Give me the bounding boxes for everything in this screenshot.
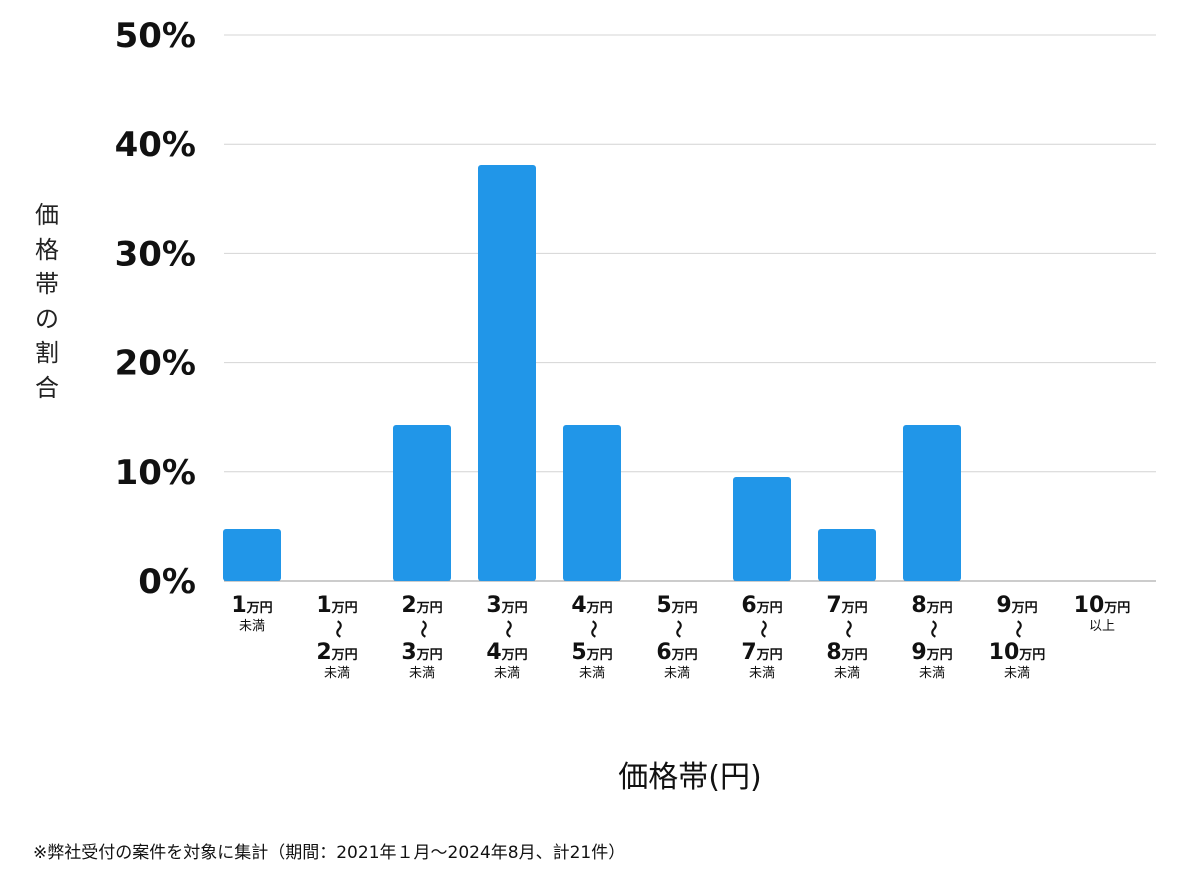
x-tick-label: 2万円〜 3万円 未満 xyxy=(382,592,462,681)
qualifier: 未満 xyxy=(408,666,435,681)
footnote: ※弊社受付の案件を対象に集計（期間：2021年１月〜2024年8月、計21件） xyxy=(33,843,626,863)
amount: 10万円 xyxy=(1073,593,1131,618)
qualifier: 未満 xyxy=(663,666,690,681)
x-tick-label: 7万円〜 8万円 未満 xyxy=(807,592,887,681)
qualifier: 未満 xyxy=(918,666,945,681)
y-tick-label: 10% xyxy=(115,453,196,493)
qualifier: 以上 xyxy=(1088,619,1115,634)
y-tick-label: 0% xyxy=(138,562,196,602)
qualifier: 未満 xyxy=(323,666,350,681)
x-tick-label: 1万円 未満 xyxy=(212,592,292,634)
range-tilde: 〜 xyxy=(922,620,943,638)
qualifier: 未満 xyxy=(578,666,605,681)
amount: 7万円 xyxy=(741,640,783,665)
range-tilde: 〜 xyxy=(412,620,433,638)
amount: 3万円 xyxy=(401,640,443,665)
amount: 5万円 xyxy=(656,593,698,618)
amount: 8万円 xyxy=(911,593,953,618)
x-tick-label: 9万円〜 10万円 未満 xyxy=(977,592,1057,681)
y-tick-label: 40% xyxy=(115,125,196,165)
bar xyxy=(563,424,621,581)
x-tick-label: 5万円〜 6万円 未満 xyxy=(637,592,717,681)
x-tick-label: 10万円 以上 xyxy=(1062,592,1142,634)
range-tilde: 〜 xyxy=(497,620,518,638)
x-tick-label: 8万円〜 9万円 未満 xyxy=(892,592,972,681)
bar xyxy=(223,529,281,581)
qualifier: 未満 xyxy=(238,619,265,634)
range-tilde: 〜 xyxy=(327,620,348,638)
x-axis-label: 価格帯(円) xyxy=(618,760,762,795)
y-tick-label: 30% xyxy=(115,234,196,274)
range-tilde: 〜 xyxy=(837,620,858,638)
y-tick-label: 20% xyxy=(115,344,196,384)
amount: 1万円 xyxy=(231,593,273,618)
amount: 2万円 xyxy=(401,593,443,618)
bar xyxy=(478,164,536,581)
y-axis-label: 価格帯の割合 xyxy=(35,201,59,402)
qualifier: 未満 xyxy=(493,666,520,681)
x-tick-label: 1万円〜 2万円 未満 xyxy=(297,592,377,681)
amount: 1万円 xyxy=(316,593,358,618)
y-tick-label: 50% xyxy=(115,16,196,56)
bar xyxy=(393,424,451,581)
range-tilde: 〜 xyxy=(752,620,773,638)
range-tilde: 〜 xyxy=(667,620,688,638)
amount: 5万円 xyxy=(571,640,613,665)
bar xyxy=(903,424,961,581)
amount: 9万円 xyxy=(996,593,1038,618)
bar xyxy=(818,529,876,581)
amount: 2万円 xyxy=(316,640,358,665)
qualifier: 未満 xyxy=(748,666,775,681)
amount: 8万円 xyxy=(826,640,868,665)
amount: 6万円 xyxy=(656,640,698,665)
amount: 4万円 xyxy=(486,640,528,665)
range-tilde: 〜 xyxy=(1007,620,1028,638)
amount: 7万円 xyxy=(826,593,868,618)
amount: 3万円 xyxy=(486,593,528,618)
qualifier: 未満 xyxy=(833,666,860,681)
amount: 9万円 xyxy=(911,640,953,665)
qualifier: 未満 xyxy=(1003,666,1030,681)
amount: 10万円 xyxy=(988,640,1046,665)
bar xyxy=(733,477,791,581)
x-tick-label: 3万円〜 4万円 未満 xyxy=(467,592,547,681)
amount: 6万円 xyxy=(741,593,783,618)
x-tick-label: 4万円〜 5万円 未満 xyxy=(552,592,632,681)
amount: 4万円 xyxy=(571,593,613,618)
range-tilde: 〜 xyxy=(582,620,603,638)
x-tick-label: 6万円〜 7万円 未満 xyxy=(722,592,802,681)
